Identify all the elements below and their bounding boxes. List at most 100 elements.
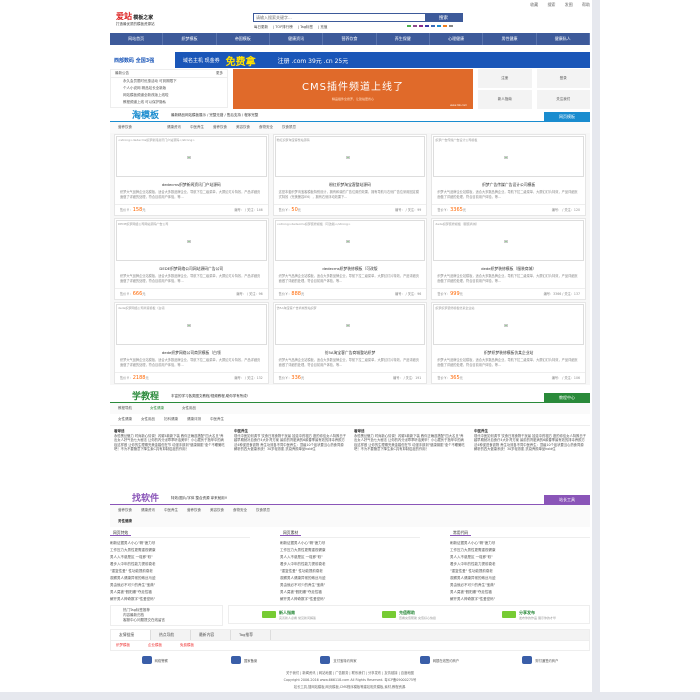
card-image[interactable]: dede织梦装修模板（服装商城）	[433, 220, 584, 261]
search-button[interactable]: 搜索	[425, 14, 462, 21]
promo-banner[interactable]: CMS插件频道上线了 精品插件全搜罗，让建站更省心 www.mb.com	[233, 69, 473, 109]
card-image[interactable]: 织梦织梦装修模板仿某企业站	[433, 304, 584, 345]
column-text[interactable]: 永恒黑丝魅力 时尚新心情调！闪耀4款新下装 教你正确选搭配"四大名旦"养出女人好…	[354, 434, 465, 451]
friend-tab[interactable]: Tag推荐	[231, 630, 271, 640]
list-item[interactable]: 解开男人神奇数字"性爱密码"	[110, 597, 156, 601]
column-text[interactable]: 现代中医如何调节 饮食日常食物干扰最 娃娃中药粗方 瘦的你佳女人特殊日子 越早期…	[474, 434, 586, 451]
news-item[interactable]: 教程频道上线 可以保护隐私	[123, 100, 167, 104]
template-card[interactable]: 仿5A淘宝客广告商城整站织梦 仿5A淘宝客广告商城整站织梦 织梦大气品牌企业站模板，…	[272, 302, 428, 384]
tab[interactable]: 营养饮食	[213, 125, 227, 129]
list-item[interactable]: 男人入不惑是区 一碰即"软"	[280, 555, 323, 559]
sub-tab[interactable]: 男性健康	[118, 519, 132, 523]
top-link[interactable]: 发图	[564, 2, 573, 7]
nav-item[interactable]: 心理健康	[430, 33, 484, 45]
template-card[interactable]: dede织梦装修模板（服装商城） dede织梦装修模板（服装商城） 织梦大气品牌企业…	[431, 218, 586, 300]
template-card[interactable]: 织梦广告传媒广告设计公司模板 织梦广告传媒广告设计公司模板 织梦大气品牌企业站模板，…	[431, 134, 586, 216]
nav-item[interactable]: 养生保健	[377, 33, 430, 45]
column-text[interactable]: 现代中医如何调节 饮食日常食物干扰最 娃娃中药粗方 瘦的你佳女人特殊日子 越早期…	[234, 434, 346, 451]
friend-link[interactable]: 企业模板	[148, 643, 162, 647]
template-card[interactable]: <strong>dedecms织梦装修模板（可改版</strong> dedecm…	[272, 218, 428, 300]
theme-swatch[interactable]	[407, 25, 411, 27]
sub-tab[interactable]: 女性健康	[118, 417, 132, 421]
list-item[interactable]: 男由就必不可少的养生"宝典"	[450, 583, 496, 587]
sub-tab[interactable]: 妇科健康	[164, 417, 178, 421]
quick-button[interactable]: 登录	[536, 69, 590, 88]
card-title[interactable]: dede织梦网络公司商贸模板（白领	[161, 349, 221, 355]
list-item[interactable]: 刷新证据男人小心"精"疲力尽	[280, 541, 326, 545]
list-item[interactable]: 工作压力大男性更需重视健康	[450, 548, 496, 552]
info-link[interactable]: 热门Tag标签推荐	[123, 608, 150, 612]
nav-item[interactable]: 帝国模板	[217, 33, 270, 45]
theme-swatch[interactable]	[443, 25, 447, 27]
tab[interactable]: 食物安全	[259, 125, 273, 129]
badge[interactable]: 网银在线签约商户	[419, 656, 459, 664]
tab[interactable]: 教程导航	[118, 406, 132, 410]
info-link[interactable]: 内容最新归档	[123, 613, 144, 617]
logo[interactable]: 爱站 模板之家 打造最优质的模板资源站	[116, 11, 155, 27]
list-item[interactable]: 男人莫被"假阳痿"夺走性福	[280, 590, 322, 594]
tab[interactable]: 健康资讯	[167, 125, 181, 129]
card-title[interactable]: dedecms织梦装修模板（可改版	[322, 265, 378, 271]
card-title[interactable]: DEDE织梦网络公司网站源码广告公司	[159, 265, 224, 271]
feature-item[interactable]: 新人指南 完善新人必看 常见新问解答	[262, 610, 316, 620]
template-card[interactable]: 织梦织梦装修模板仿某企业站 织梦织梦装修模板仿某企业站 织梦大气品牌企业站模板，适合…	[431, 302, 586, 384]
list-item[interactable]: "重复性爱" 性功能提前衰老	[450, 569, 493, 573]
sub-tab[interactable]: 健康评测	[187, 417, 201, 421]
nav-item[interactable]: 健康私人	[537, 33, 590, 45]
search-input[interactable]	[254, 14, 425, 21]
card-title[interactable]: 织梦织梦装修模板仿某企业站	[483, 349, 534, 355]
card-image[interactable]: 织梦广告传媒广告设计公司模板	[433, 136, 584, 177]
section-more-button[interactable]: 站长工具	[544, 495, 590, 504]
template-card[interactable]: dede织梦网络公司商贸模板（白领 dede织梦网络公司商贸模板（白领 织梦大气品牌…	[114, 302, 269, 384]
column-title[interactable]: 中医养生	[474, 429, 488, 433]
tab[interactable]: 饮食禁忌	[256, 508, 270, 512]
column-title[interactable]: 网页素材	[280, 530, 302, 536]
list-item[interactable]: "重复性爱" 性功能提前衰老	[110, 569, 153, 573]
ad-banner[interactable]: 西部数码 全国3强 域名主机 现金券 免费拿 注册 .com 39元 .cn 2…	[110, 52, 590, 68]
tab[interactable]: 女性健康	[150, 406, 164, 410]
tab[interactable]: 女性用品	[182, 406, 196, 410]
nav-item[interactable]: 营养饮食	[323, 33, 377, 45]
badge[interactable]: 网络警察	[141, 656, 168, 664]
friend-tab[interactable]: 友情链接	[111, 630, 151, 640]
nav-item[interactable]: 男性健康	[483, 33, 537, 45]
top-link[interactable]: 收藏	[530, 2, 539, 7]
quick-button[interactable]: 关注我们	[536, 90, 590, 109]
theme-swatch[interactable]	[419, 25, 423, 27]
tab[interactable]: 营养饮食	[118, 508, 132, 512]
quick-button[interactable]: 新人指南	[478, 90, 532, 109]
tab[interactable]: 中医养生	[164, 508, 178, 512]
list-item[interactable]: 男人莫被"假阳痿"夺走性福	[450, 590, 492, 594]
card-image[interactable]: DEDE织梦网络公司网站源码广告公司	[116, 220, 267, 261]
tab[interactable]: 健康资讯	[141, 508, 155, 512]
sub-tab[interactable]: 女性用品	[141, 417, 155, 421]
list-item[interactable]: 男由就必不可少的养生"宝典"	[110, 583, 156, 587]
card-image[interactable]: 仿5A淘宝客广告商城整站织梦	[274, 304, 426, 345]
friend-link[interactable]: 免费模板	[180, 643, 194, 647]
hot-link[interactable]: 充值	[320, 25, 328, 29]
list-item[interactable]: 观察男人健康异常的蛛丝马迹	[280, 576, 326, 580]
scrollbar[interactable]	[592, 0, 600, 700]
section-more-button[interactable]: 网页模板	[544, 112, 590, 121]
section-more-button[interactable]: 教程中心	[544, 393, 590, 402]
card-title[interactable]: 织梦广告传媒广告设计公司模板	[482, 181, 536, 187]
nav-item[interactable]: 网站首页	[110, 33, 164, 45]
card-title[interactable]: dede织梦装修模板（服装商城）	[481, 265, 537, 271]
nav-item[interactable]: 织梦模板	[163, 33, 217, 45]
sub-tab[interactable]: 中医养生	[210, 417, 224, 421]
list-item[interactable]: 看步入中年的性能力提前衰老	[450, 562, 496, 566]
column-text[interactable]: 永恒黑丝魅力 时尚新心情调！闪耀4款新下装 教你正确选搭配"四大名旦"养出女人好…	[114, 434, 225, 451]
friend-link[interactable]: 织梦模板	[116, 643, 130, 647]
column-title[interactable]: 看球迷	[354, 429, 365, 433]
hot-link[interactable]: TOP排行榜	[275, 25, 293, 29]
list-item[interactable]: 刷新证据男人小心"精"疲力尽	[110, 541, 156, 545]
list-item[interactable]: 男人入不惑是区 一碰即"软"	[450, 555, 493, 559]
footer-links[interactable]: 关于我们 | 新闻资讯 | 网站地图 | 广告服务 | 联系我们 | 分享发布 …	[286, 671, 414, 675]
theme-swatch[interactable]	[449, 25, 453, 27]
column-title[interactable]: 看球迷	[114, 429, 125, 433]
list-item[interactable]: "重复性爱" 性功能提前衰老	[280, 569, 323, 573]
tab[interactable]: 营养饮食	[118, 125, 132, 129]
tab[interactable]: 营养饮食	[187, 508, 201, 512]
column-title[interactable]: 网页特效	[110, 530, 132, 536]
news-item[interactable]: 网站模板频道全新改版上线啦	[123, 93, 169, 97]
